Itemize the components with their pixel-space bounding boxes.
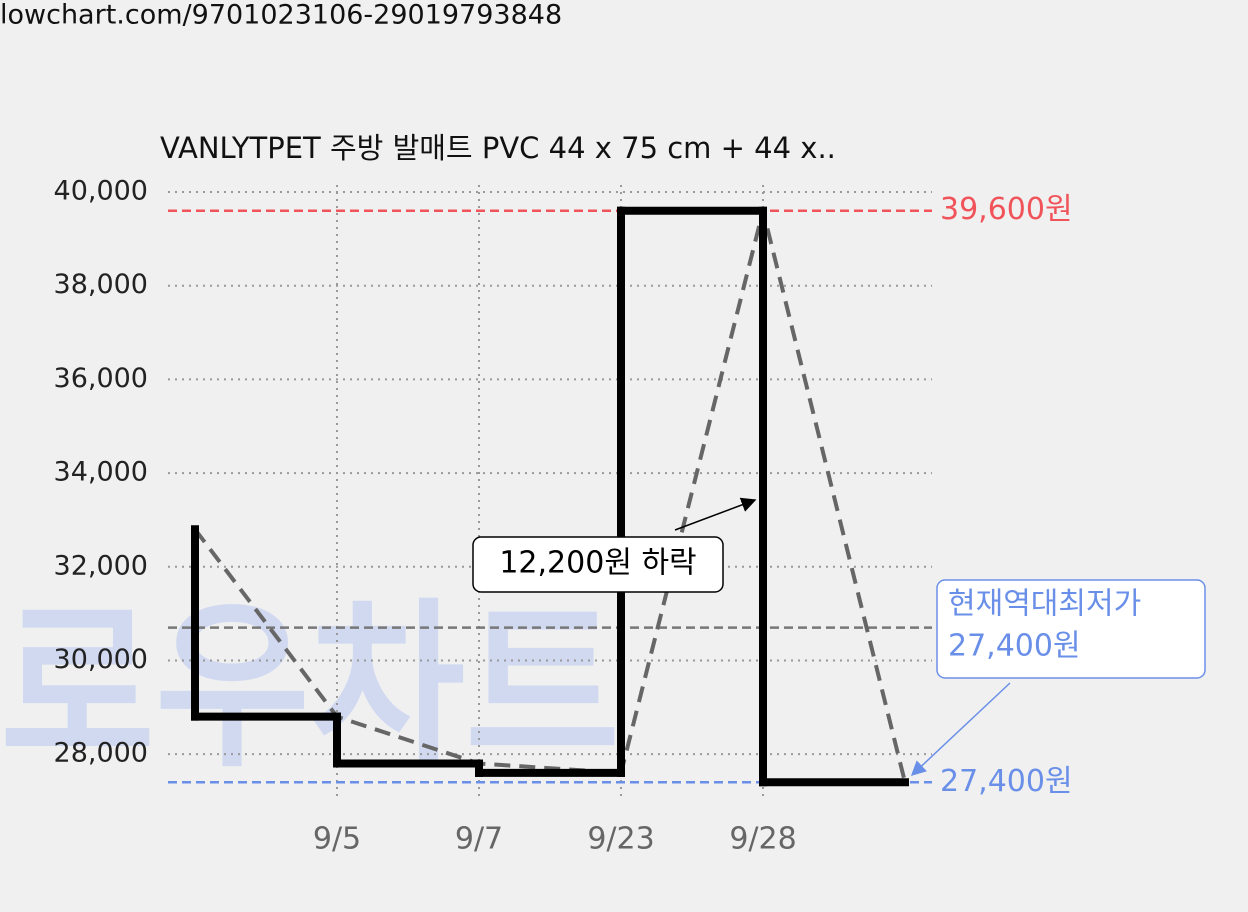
max-label: 39,600원 xyxy=(940,192,1073,227)
y-tick-label: 34,000 xyxy=(54,457,148,488)
y-tick-label: 30,000 xyxy=(54,644,148,675)
url: lowchart.com/9701023106-29019793848 xyxy=(0,0,562,31)
annotation-text: 12,200원 하락 xyxy=(499,546,696,581)
min-box-text: 현재역대최저가 xyxy=(948,587,1141,622)
watermark: 로우차트 xyxy=(0,583,620,792)
min-box xyxy=(936,579,1206,679)
y-tick-label: 28,000 xyxy=(54,738,148,769)
y-tick-label: 40,000 xyxy=(54,176,148,207)
y-tick-label: 38,000 xyxy=(54,269,148,300)
chart-title: VANLYTPET 주방 발매트 PVC 44 x 75 cm + 44 x.. xyxy=(160,131,836,165)
x-tick-label: 9/7 xyxy=(455,822,503,857)
x-tick-label: 9/5 xyxy=(313,822,361,857)
x-tick-label: 9/23 xyxy=(587,822,654,857)
min-box-text: 27,400원 xyxy=(948,629,1081,664)
y-tick-label: 32,000 xyxy=(54,550,148,581)
annotation-arrow xyxy=(674,497,757,531)
min-box-arrow xyxy=(910,682,1011,777)
min-label: 27,400원 xyxy=(940,764,1073,799)
x-tick-label: 9/28 xyxy=(729,822,796,857)
trend-line xyxy=(193,210,907,783)
annotation-box xyxy=(472,536,724,593)
y-tick-label: 36,000 xyxy=(54,363,148,394)
